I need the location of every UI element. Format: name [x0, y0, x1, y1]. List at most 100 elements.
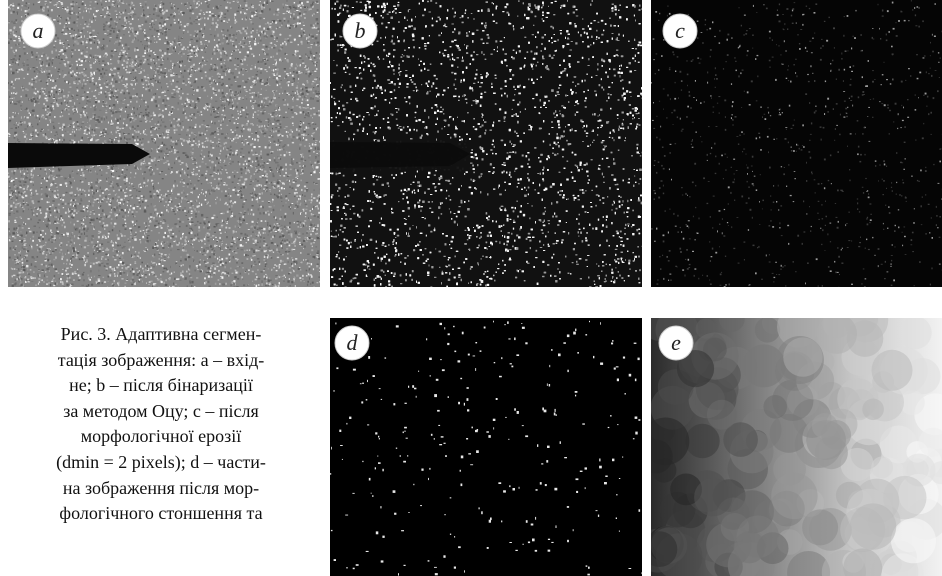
speckle [218, 146, 219, 148]
speckle [115, 118, 116, 120]
speckle [257, 160, 259, 162]
speckle [90, 42, 92, 44]
speckle [53, 204, 54, 206]
speckle [293, 180, 295, 182]
speckle [201, 17, 203, 19]
speckle [311, 276, 313, 278]
speckle [189, 276, 192, 277]
speckle [67, 12, 69, 13]
speckle [190, 277, 192, 279]
speckle [200, 259, 201, 260]
speckle [232, 41, 234, 42]
speckle [205, 125, 206, 126]
speckle [191, 114, 193, 115]
speckle [132, 40, 134, 42]
speckle [36, 193, 38, 194]
speckle [30, 197, 31, 198]
speckle [83, 97, 84, 99]
speckle [73, 126, 75, 128]
speckle [198, 178, 200, 180]
speckle [278, 75, 280, 77]
speckle [214, 264, 216, 266]
speckle [21, 116, 22, 118]
speckle [304, 221, 306, 222]
speckle [247, 129, 249, 131]
speckle [146, 283, 147, 284]
speckle [174, 7, 175, 9]
speckle [184, 110, 186, 111]
speckle [295, 50, 297, 52]
speckle [182, 276, 183, 278]
speckle [27, 268, 28, 270]
speckle [218, 173, 219, 175]
speckle [279, 230, 281, 232]
speckle [83, 94, 85, 95]
speckle [156, 42, 157, 43]
speckle [94, 90, 95, 92]
speckle [14, 268, 15, 269]
speckle [127, 205, 128, 206]
speckle [178, 19, 179, 21]
speckle [168, 204, 169, 206]
speckle [85, 194, 87, 195]
speckle [297, 92, 298, 93]
speckle [93, 192, 95, 195]
speckle [272, 201, 273, 203]
speckle [145, 4, 147, 6]
speckle [179, 266, 180, 267]
speckle [269, 206, 271, 207]
speckle [254, 284, 255, 285]
speckle [115, 41, 116, 42]
speckle [81, 64, 82, 66]
speckle [181, 162, 183, 163]
speckle [31, 138, 32, 140]
speckle [149, 48, 150, 50]
speckle [45, 169, 47, 171]
speckle [282, 135, 284, 137]
speckle [272, 33, 274, 35]
speckle [8, 39, 9, 40]
speckle [17, 13, 18, 15]
speckle [8, 203, 9, 205]
speckle [193, 159, 196, 161]
speckle [97, 173, 98, 174]
speckle [303, 71, 304, 73]
speckle [124, 286, 126, 287]
speckle [289, 134, 291, 136]
speckle [33, 82, 34, 84]
speckle [260, 68, 262, 70]
speckle [190, 107, 192, 108]
speckle [174, 108, 176, 109]
speckle [72, 258, 74, 259]
speckle [93, 202, 95, 204]
speckle [277, 72, 279, 74]
speckle [112, 197, 114, 199]
speckle [90, 265, 92, 267]
speckle [151, 135, 153, 136]
speckle [205, 164, 207, 165]
speckle [244, 182, 246, 184]
speckle [71, 186, 72, 188]
speckle [100, 231, 102, 233]
speckle [149, 23, 151, 24]
speckle [96, 82, 98, 84]
speckle [193, 207, 194, 209]
speckle [76, 108, 77, 110]
speckle [196, 145, 198, 146]
speckle [63, 46, 64, 47]
speckle [83, 111, 85, 113]
speckle [51, 96, 52, 98]
speckle [21, 68, 23, 70]
speckle [115, 275, 116, 277]
speckle [306, 225, 307, 227]
speckle [234, 137, 236, 139]
speckle [92, 223, 94, 225]
speckle [248, 239, 250, 241]
speckle [280, 121, 281, 122]
speckle [189, 135, 190, 137]
speckle [316, 200, 318, 202]
speckle [211, 217, 213, 219]
speckle [112, 134, 113, 135]
speckle [70, 35, 72, 37]
speckle [130, 236, 132, 238]
